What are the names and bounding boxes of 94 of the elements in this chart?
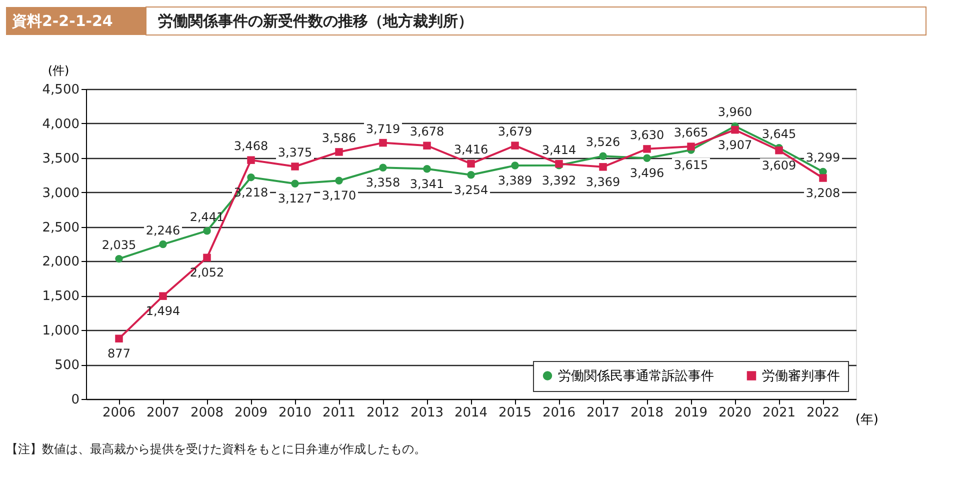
data-label: 2,052 (190, 266, 224, 280)
data-label: 3,127 (278, 192, 312, 206)
point (599, 152, 607, 160)
point (203, 226, 211, 235)
data-label: 3,615 (674, 158, 708, 172)
point (643, 154, 651, 162)
data-label: 3,389 (498, 174, 532, 188)
x-tick-label: 2019 (674, 406, 708, 420)
x-tick-label: 2013 (410, 406, 444, 420)
point (291, 162, 299, 170)
y-tick-label: 1,000 (42, 324, 80, 339)
text: 【注】数値は、最高裁から提供を受けた資料をもとに日弁連が作成したもの。 (6, 442, 426, 456)
y-axis-title: (件) (48, 64, 70, 78)
point (511, 162, 519, 170)
data-label: 3,341 (410, 176, 444, 191)
point (423, 164, 431, 173)
y-tick-label: 500 (54, 358, 80, 374)
data-label: 3,468 (234, 139, 268, 154)
y-tick-label: 1,500 (42, 289, 80, 304)
y-tick-label: 3,500 (42, 151, 80, 166)
x-tick-label: 2006 (102, 406, 136, 420)
data-label: 2,246 (146, 223, 180, 238)
chart-subtitle: 資料2-2-1-24 (11, 12, 113, 30)
data-label: 3,586 (322, 130, 356, 145)
point (643, 145, 651, 153)
x-tick-label: 2011 (322, 406, 356, 420)
x-tick-label: 2018 (630, 406, 664, 420)
point (379, 138, 387, 147)
data-label: 3,678 (410, 124, 444, 139)
x-tick-label: 2021 (762, 406, 796, 420)
data-label: 3,960 (718, 105, 752, 120)
data-label: 3,369 (586, 174, 620, 189)
y-tick-label: 4,000 (42, 116, 80, 132)
data-label: 3,907 (718, 138, 752, 152)
y-tick-label: 2,500 (42, 220, 80, 236)
point (115, 334, 123, 342)
point (467, 170, 475, 179)
data-label: 3,254 (454, 182, 488, 197)
point (511, 142, 519, 150)
x-axis-title: (年) (855, 412, 878, 428)
point (599, 163, 607, 171)
point (247, 156, 255, 164)
data-label: 2,035 (102, 238, 136, 252)
point (819, 174, 827, 182)
x-tick-label: 2010 (278, 406, 312, 420)
point (775, 146, 783, 154)
point (423, 142, 431, 150)
x-tick-label: 2022 (806, 406, 840, 420)
data-label: 3,645 (762, 126, 796, 141)
data-label: 3,299 (806, 150, 840, 165)
data-label: 3,665 (674, 126, 708, 140)
y-tick-label: 2,000 (42, 254, 80, 270)
point (731, 126, 739, 134)
legend-label: 労働関係民事通常訴訟事件 (558, 368, 714, 384)
chart-title: 労働関係事件の新受件数の推移（地方裁判所） (158, 12, 473, 30)
data-label: 3,719 (366, 122, 400, 136)
data-label: 3,392 (542, 173, 576, 188)
point (159, 292, 167, 300)
data-label: 3,416 (454, 142, 488, 157)
data-label: 3,526 (586, 135, 620, 150)
x-tick-label: 2008 (190, 406, 224, 420)
point (379, 164, 387, 172)
y-tick-label: 4,500 (42, 82, 80, 98)
data-label: 1,494 (146, 304, 180, 318)
x-tick-label: 2015 (498, 406, 532, 420)
data-label: 3,630 (630, 128, 664, 142)
point (687, 142, 695, 150)
point (467, 160, 475, 168)
point (335, 176, 343, 184)
point (335, 148, 343, 156)
legend-label: 労働審判事件 (762, 368, 840, 384)
data-label: 3,609 (762, 158, 796, 172)
data-label: 3,358 (366, 176, 400, 190)
point (115, 254, 123, 263)
data-label: 3,170 (322, 188, 356, 203)
x-tick-label: 2012 (366, 406, 400, 420)
data-label: 877 (108, 346, 130, 361)
point (159, 240, 167, 248)
data-label: 3,679 (498, 124, 532, 139)
x-tick-label: 2020 (718, 406, 752, 420)
data-label: 3,496 (630, 166, 664, 180)
x-tick-label: 2017 (586, 406, 620, 420)
point (291, 180, 299, 188)
x-tick-label: 2007 (146, 406, 180, 420)
point (247, 173, 255, 182)
x-tick-label: 2016 (542, 406, 576, 420)
x-tick-label: 2014 (454, 406, 488, 420)
data-label: 3,375 (278, 146, 312, 160)
data-label: 3,208 (806, 186, 840, 200)
point (203, 254, 211, 262)
data-label: 3,414 (542, 142, 576, 157)
y-tick-label: 3,000 (42, 186, 80, 201)
y-tick-label: 0 (71, 392, 80, 408)
x-tick-label: 2009 (234, 406, 268, 420)
